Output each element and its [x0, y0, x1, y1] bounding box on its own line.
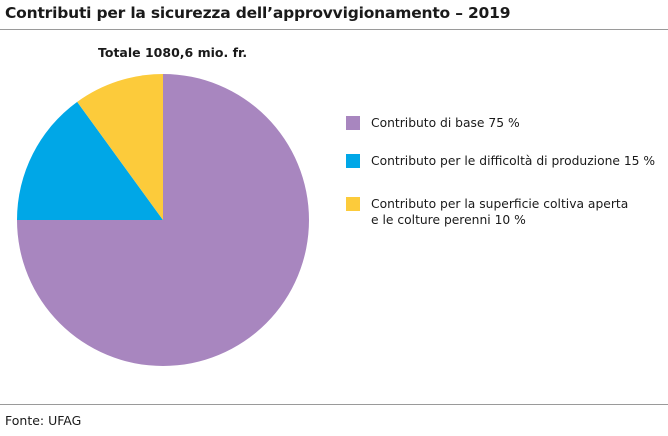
title-divider	[0, 29, 668, 30]
pie-slice-3	[77, 74, 163, 220]
legend-swatch	[346, 197, 360, 211]
legend-label-line: Contributo per la superficie coltiva ape…	[371, 197, 629, 211]
legend-swatch	[346, 154, 360, 168]
legend-item-1: Contributo di base 75 %	[346, 115, 520, 131]
chart-subtitle: Totale 1080,6 mio. fr.	[98, 45, 248, 60]
pie-slice-2	[17, 101, 163, 220]
legend-swatch	[346, 116, 360, 130]
legend-label-line: Contributo per le difficoltà di produzio…	[371, 154, 656, 168]
source-note: Fonte: UFAG	[5, 413, 82, 428]
legend-label-line: Contributo di base 75 %	[371, 116, 520, 130]
legend-label: Contributo per la superficie coltiva ape…	[371, 196, 628, 228]
legend-label-line: e le colture perenni 10 %	[371, 213, 526, 227]
legend-item-3: Contributo per la superficie coltiva ape…	[346, 196, 628, 228]
legend-label: Contributo per le difficoltà di produzio…	[371, 153, 655, 169]
chart-title: Contributi per la sicurezza dell’approvv…	[5, 4, 511, 22]
legend-label: Contributo di base 75 %	[371, 115, 520, 131]
footer-divider	[0, 404, 668, 405]
legend-item-2: Contributo per le difficoltà di produzio…	[346, 153, 655, 169]
pie-chart	[17, 74, 309, 366]
